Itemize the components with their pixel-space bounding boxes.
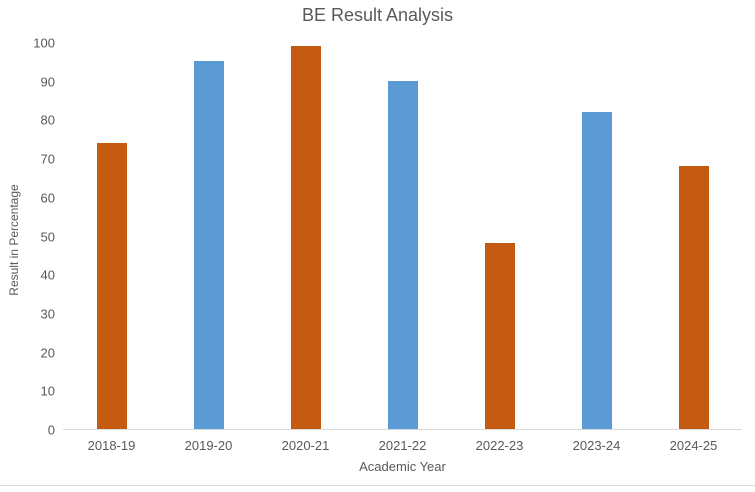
x-tick-label-2020-21: 2020-21 [281, 438, 330, 453]
x-tick-label-2024-25: 2024-25 [669, 438, 718, 453]
y-axis-tick-labels: 0 10 20 30 40 50 60 70 80 90 100 [0, 37, 55, 437]
y-tick-label-70: 70 [40, 151, 55, 167]
bar-2022-23 [484, 243, 515, 429]
bar-2024-25 [678, 166, 709, 429]
x-tick-label-2019-20: 2019-20 [184, 438, 233, 453]
bottom-separator-line [0, 485, 755, 486]
plot-area [63, 43, 742, 430]
x-axis-tick-labels: 2018-19 2019-20 2020-21 2021-22 2022-23 2023-… [63, 439, 742, 455]
y-tick-label-100: 100 [33, 35, 55, 51]
x-axis-title: Academic Year [359, 459, 446, 474]
bar-2018-19 [96, 143, 127, 429]
y-tick-label-30: 30 [40, 306, 55, 322]
chart-title: BE Result Analysis [301, 5, 454, 25]
y-tick-label-80: 80 [40, 112, 55, 128]
bar-2023-24 [581, 112, 612, 429]
y-tick-label-40: 40 [40, 267, 55, 283]
y-tick-label-60: 60 [40, 190, 55, 206]
y-tick-label-0: 0 [47, 422, 55, 438]
y-tick-label-50: 50 [40, 229, 55, 244]
x-tick-label-2023-24: 2023-24 [572, 438, 621, 453]
x-tick-label-2018-19: 2018-19 [87, 438, 136, 453]
bar-2019-20 [193, 61, 224, 429]
y-tick-label-20: 20 [40, 345, 55, 361]
y-tick-label-10: 10 [40, 383, 55, 399]
bar-2020-21 [290, 46, 321, 429]
x-tick-label-2022-23: 2022-23 [475, 438, 524, 453]
x-tick-label-2021-22: 2021-22 [378, 438, 427, 453]
bar-2021-22 [387, 81, 418, 429]
y-tick-label-90: 90 [40, 74, 55, 90]
